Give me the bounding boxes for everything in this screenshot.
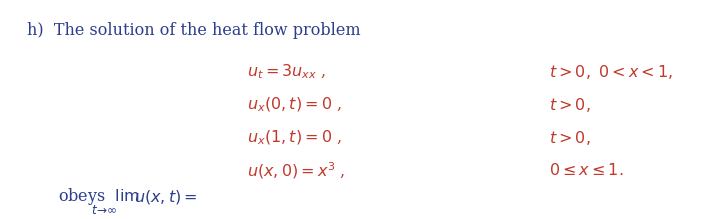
Text: $u_x(0,t) = 0$ ,: $u_x(0,t) = 0$ , [247, 96, 342, 114]
Text: h)  The solution of the heat flow problem: h) The solution of the heat flow problem [27, 22, 361, 39]
Text: $u_x(1,t) = 0$ ,: $u_x(1,t) = 0$ , [247, 128, 342, 147]
Text: $u(x,0) = x^3$ ,: $u(x,0) = x^3$ , [247, 160, 345, 181]
Text: $u(x,t) =$: $u(x,t) =$ [134, 187, 197, 206]
Text: obeys  $\lim$: obeys $\lim$ [58, 186, 140, 207]
Text: $0 \leq x \leq 1.$: $0 \leq x \leq 1.$ [550, 162, 624, 179]
Text: $u_t = 3u_{xx}$ ,: $u_t = 3u_{xx}$ , [247, 63, 326, 81]
Text: $t > 0,$: $t > 0,$ [550, 129, 591, 147]
Text: $t\!\to\!\infty$: $t\!\to\!\infty$ [91, 204, 118, 217]
Text: $t > 0,$: $t > 0,$ [550, 96, 591, 114]
Text: $t > 0,\ 0 < x < 1,$: $t > 0,\ 0 < x < 1,$ [550, 63, 673, 81]
